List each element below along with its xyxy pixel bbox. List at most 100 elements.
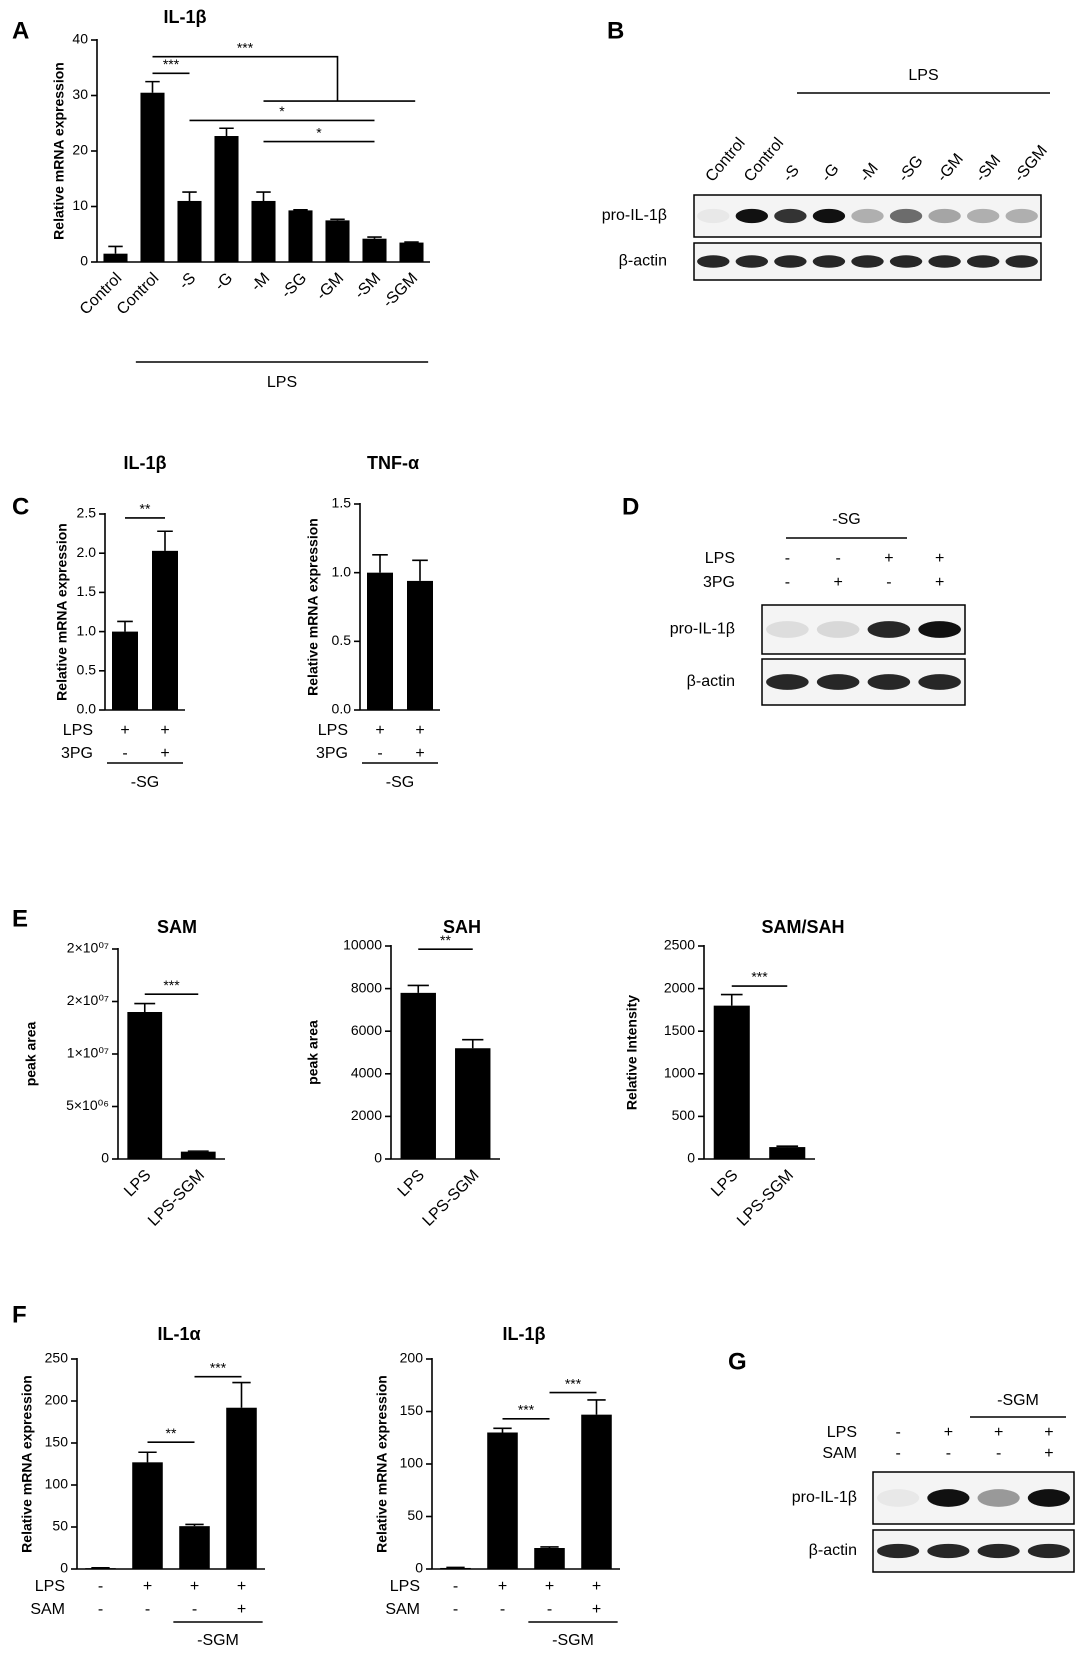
condition-value: + — [884, 550, 893, 567]
error-bar — [493, 1427, 512, 1433]
blot-band — [927, 1543, 970, 1559]
blot-row-label: β-actin — [619, 253, 667, 270]
y-axis-label: Relative mRNA expression — [374, 1375, 390, 1553]
significance-label: ** — [440, 932, 451, 948]
chart-title: IL-1β — [503, 1324, 546, 1344]
x-tick-label: LPS-SGM — [420, 1167, 483, 1230]
x-tick-label: -S — [176, 270, 199, 293]
condition-value: - — [122, 745, 127, 762]
condition-label: LPS — [705, 550, 735, 567]
group-label: -SGM — [197, 1632, 239, 1649]
error-bar — [372, 554, 388, 573]
y-axis-label: Relative mRNA expression — [51, 62, 67, 240]
lane-label: -SG — [895, 153, 926, 186]
chart-title: SAM — [157, 917, 197, 937]
condition-label: LPS — [827, 1424, 857, 1441]
y-axis-label: Relative mRNA expression — [305, 518, 321, 696]
panel-label: E — [12, 905, 28, 932]
condition-value: + — [143, 1578, 152, 1595]
error-bar — [367, 236, 382, 239]
bar — [407, 580, 433, 710]
significance-label: ** — [140, 501, 151, 517]
error-bar — [256, 191, 271, 201]
bar — [325, 220, 350, 262]
condition-value: - — [145, 1601, 150, 1618]
y-tick-label: 500 — [672, 1107, 696, 1123]
error-bar — [134, 1002, 156, 1012]
error-bar — [232, 1381, 251, 1408]
y-tick-label: 150 — [400, 1402, 424, 1418]
panel-label: F — [12, 1301, 27, 1328]
error-bar — [185, 1523, 204, 1527]
panel-label: B — [607, 17, 624, 44]
bar — [214, 136, 239, 262]
y-tick-label: 10000 — [343, 937, 382, 953]
bar — [112, 631, 138, 710]
bar — [127, 1012, 163, 1159]
condition-value: + — [935, 550, 944, 567]
condition-label: LPS — [390, 1578, 420, 1595]
y-tick-label: 4000 — [351, 1065, 382, 1081]
condition-label: LPS — [318, 722, 348, 739]
condition-value: - — [785, 574, 790, 591]
y-tick-label: 1×10⁰⁷ — [67, 1045, 109, 1061]
error-bar — [330, 218, 345, 221]
chart-title: TNF-α — [367, 453, 419, 473]
bar — [152, 550, 178, 710]
condition-value: - — [895, 1445, 900, 1462]
error-bar — [108, 245, 123, 254]
blot-row-label: β-actin — [687, 673, 735, 690]
panel-label: G — [728, 1348, 747, 1375]
condition-label: SAM — [385, 1601, 420, 1618]
bar — [288, 210, 313, 262]
bar — [487, 1432, 518, 1569]
error-bar — [145, 80, 160, 93]
condition-label: 3PG — [703, 574, 735, 591]
condition-value: + — [160, 745, 169, 762]
bar — [400, 992, 436, 1159]
condition-value: - — [886, 574, 891, 591]
y-tick-label: 40 — [72, 31, 88, 47]
condition-value: + — [120, 722, 129, 739]
error-bar — [404, 241, 419, 243]
error-bar — [587, 1399, 606, 1415]
condition-value: + — [498, 1578, 507, 1595]
condition-value: - — [785, 550, 790, 567]
y-axis-label: peak area — [305, 1020, 321, 1085]
blot-band — [927, 1489, 970, 1507]
condition-value: + — [592, 1601, 601, 1618]
x-tick-label: Control — [114, 270, 163, 319]
condition-value: + — [545, 1578, 554, 1595]
bar — [103, 253, 128, 262]
chart-title: SAM/SAH — [761, 917, 844, 937]
blot-band — [966, 208, 1000, 224]
x-tick-label: -SG — [278, 270, 310, 302]
lane-label: -G — [818, 161, 842, 186]
blot-band — [697, 208, 730, 224]
panel-label: C — [12, 493, 29, 520]
chart-title: SAH — [443, 917, 481, 937]
condition-value: - — [192, 1601, 197, 1618]
x-tick-label: -M — [248, 270, 273, 295]
y-tick-label: 200 — [400, 1350, 424, 1366]
condition-label: SAM — [30, 1601, 65, 1618]
bar — [362, 238, 387, 262]
blot-band — [977, 1543, 1020, 1559]
significance-label: *** — [518, 1402, 535, 1418]
blot-band — [766, 674, 809, 690]
lane-label: -M — [857, 160, 882, 185]
condition-value: - — [98, 1601, 103, 1618]
y-axis-label: Relative Intensity — [624, 995, 640, 1110]
blot-band — [928, 255, 961, 268]
y-tick-label: 0 — [415, 1560, 423, 1576]
condition-label: 3PG — [61, 745, 93, 762]
lane-label: -SM — [972, 152, 1004, 185]
blot-band — [697, 255, 730, 268]
bar — [132, 1462, 163, 1569]
condition-value: + — [592, 1578, 601, 1595]
error-bar — [138, 1451, 157, 1463]
y-tick-label: 200 — [45, 1392, 69, 1408]
y-tick-label: 1.5 — [332, 495, 352, 511]
error-bar — [540, 1546, 559, 1548]
